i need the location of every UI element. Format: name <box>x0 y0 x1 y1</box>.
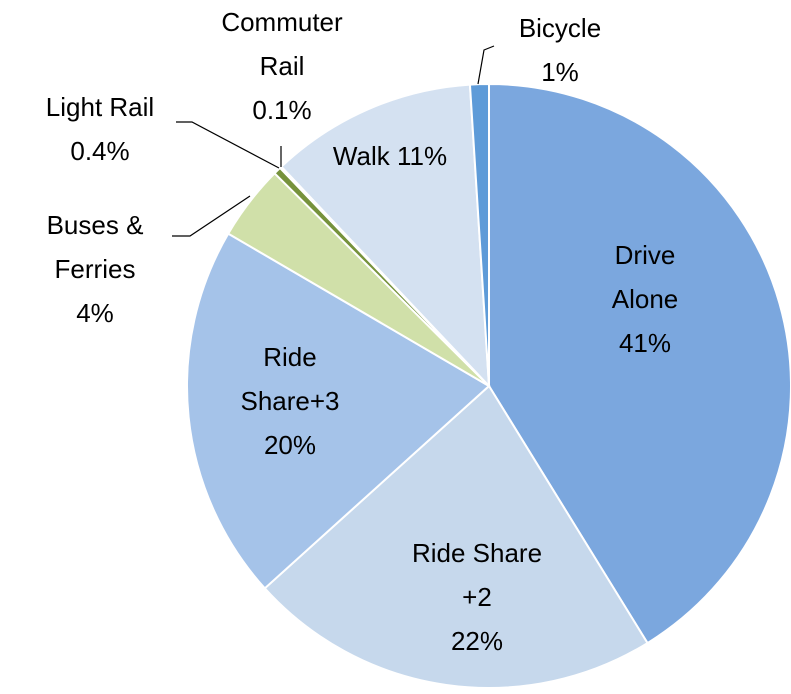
pie-slice <box>468 82 490 387</box>
slice-label: Light Rail 0.4% <box>20 85 180 173</box>
value-label: 0.1% <box>252 95 312 125</box>
slice-label: Ride Share+3 20% <box>228 335 353 467</box>
category-label: Drive Alone <box>611 240 679 314</box>
leader-line <box>176 121 280 169</box>
slice-label: Ride Share +2 22% <box>407 531 547 663</box>
pie-slice <box>280 83 491 389</box>
value-label: 1% <box>541 57 579 87</box>
leader-line <box>172 195 251 237</box>
value-label: 11% <box>396 141 448 171</box>
slice-label: Drive Alone 41% <box>590 233 700 365</box>
value-label: 41% <box>618 328 672 358</box>
pie-slice <box>186 232 491 590</box>
category-label: Walk <box>332 141 390 171</box>
pie-slice <box>263 384 649 689</box>
value-label: 22% <box>450 626 504 656</box>
slice-label: Bicycle 1% <box>500 6 620 94</box>
slice-label: Walk 11% <box>290 134 490 178</box>
slice-label: Commuter Rail 0.1% <box>212 0 352 132</box>
slice-label: Buses & Ferries 4% <box>20 203 170 335</box>
category-label: Ride Share+3 <box>240 342 340 416</box>
value-label: 4% <box>76 298 114 328</box>
leader-lines <box>172 45 495 237</box>
leader-line <box>477 45 495 85</box>
pie-slice <box>488 82 791 645</box>
category-label: Commuter Rail <box>221 7 343 81</box>
category-label: Light Rail <box>45 92 155 122</box>
category-label: Ride Share +2 <box>411 538 543 612</box>
value-label: 0.4% <box>70 136 130 166</box>
value-label: 20% <box>263 430 317 460</box>
category-label: Bicycle <box>518 13 602 43</box>
category-label: Buses & Ferries <box>46 210 144 284</box>
